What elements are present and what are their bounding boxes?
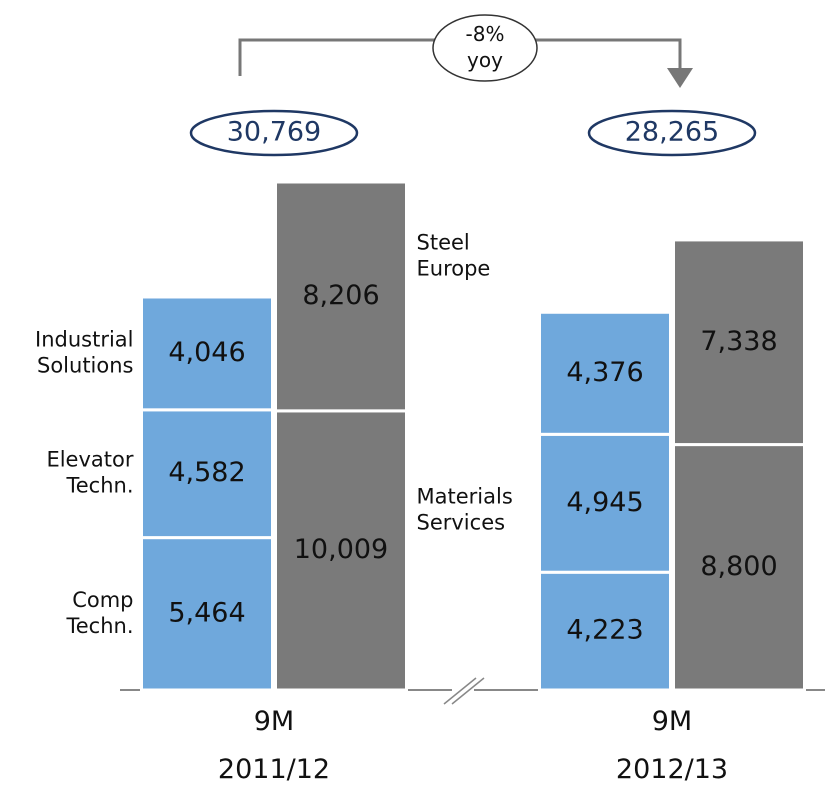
bar-segment	[274, 409, 408, 692]
total-bubble	[189, 109, 359, 157]
value-label: 4,046	[168, 337, 245, 368]
legend-label: Steel Europe	[417, 230, 491, 280]
legend-label: Comp Techn.	[65, 588, 133, 638]
total-label: 28,265	[625, 117, 719, 148]
legend-label: Industrial Solutions	[35, 327, 134, 377]
value-label: 4,223	[566, 615, 643, 646]
total-label: 30,769	[227, 117, 321, 148]
bar-segment	[140, 295, 274, 412]
value-label: 10,009	[294, 534, 388, 565]
total-bubble	[587, 109, 757, 157]
axis-break	[443, 677, 477, 705]
legend-label: Elevator Techn.	[46, 448, 133, 498]
yoy-arrow	[667, 68, 693, 88]
annotation: -8% yoy	[466, 22, 505, 72]
bar-segment	[140, 536, 274, 692]
x-tick-label: 9M 2011/12	[218, 706, 330, 785]
value-label: 4,376	[566, 357, 643, 388]
annotation-bubble	[432, 14, 538, 82]
x-tick-label: 9M 2012/13	[616, 706, 728, 785]
value-label: 5,464	[168, 597, 245, 628]
bar-segment	[538, 310, 672, 436]
value-label: 4,582	[168, 457, 245, 488]
value-label: 8,800	[700, 551, 777, 582]
bar-segment	[538, 570, 672, 692]
bar-segment	[538, 432, 672, 574]
bar-segment	[672, 238, 806, 447]
value-label: 7,338	[700, 326, 777, 357]
bar-segment	[274, 180, 408, 413]
value-label: 8,206	[302, 280, 379, 311]
axis-break	[451, 677, 485, 705]
legend-label: Materials Services	[417, 484, 513, 534]
value-label: 4,945	[566, 487, 643, 518]
